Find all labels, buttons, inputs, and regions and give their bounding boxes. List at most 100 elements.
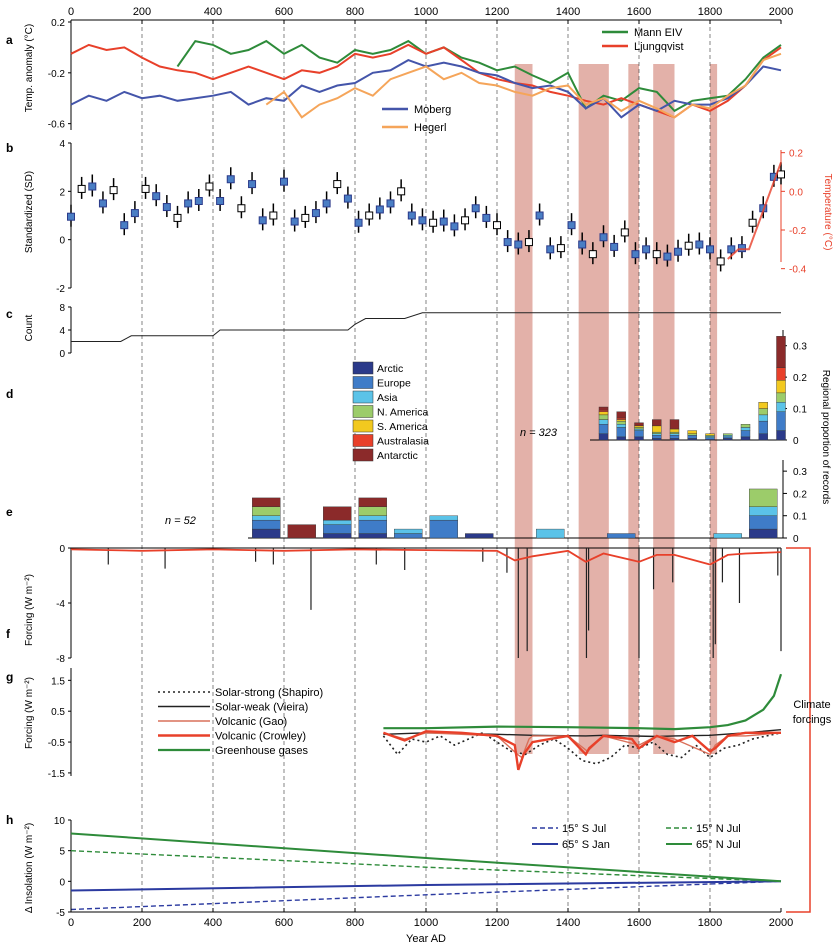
right-tick-label: 0.3 bbox=[793, 467, 807, 478]
data-point bbox=[280, 177, 288, 186]
y-tick-label: 4 bbox=[59, 326, 65, 337]
bar-segment bbox=[616, 419, 626, 422]
top-tick-label: 1600 bbox=[627, 6, 651, 18]
bar-segment bbox=[252, 528, 281, 539]
panel-label-g: g bbox=[6, 670, 13, 684]
series-line bbox=[382, 730, 781, 771]
y-tick-label: 0 bbox=[59, 236, 65, 247]
data-point bbox=[706, 245, 714, 254]
panel-f: 0 -4 -8 bbox=[56, 544, 782, 665]
bar-segment bbox=[323, 519, 352, 525]
panel-c: 8 4 0 bbox=[59, 303, 781, 360]
y-tick-label: -0.2 bbox=[48, 69, 66, 80]
top-tick-label: 1800 bbox=[698, 6, 722, 18]
data-point bbox=[184, 199, 193, 208]
data-point bbox=[162, 203, 171, 212]
bar-segment bbox=[758, 420, 768, 434]
data-point bbox=[258, 216, 267, 225]
bar-segment bbox=[358, 519, 387, 534]
right-tick-label: 0.3 bbox=[793, 342, 807, 353]
legend-swatch bbox=[352, 376, 374, 389]
y-tick-label: 4 bbox=[59, 139, 65, 150]
data-point bbox=[599, 233, 608, 242]
data-point bbox=[109, 186, 118, 195]
bar-segment bbox=[652, 419, 662, 427]
bar-segment bbox=[616, 420, 626, 425]
legend-swatch bbox=[352, 434, 374, 447]
bar-segment bbox=[758, 402, 768, 409]
legend-label: Mann EIV bbox=[634, 27, 683, 39]
legend-label: Asia bbox=[377, 392, 398, 404]
y-tick-label: 0 bbox=[59, 877, 65, 888]
bar-segment bbox=[723, 438, 733, 441]
panel-a-ylabel: Temp. anomaly (°C) bbox=[24, 24, 35, 112]
bar-segment bbox=[776, 402, 786, 412]
data-point bbox=[588, 250, 597, 259]
top-tick-label: 600 bbox=[275, 6, 293, 18]
data-point bbox=[226, 175, 235, 184]
series-line-hegerl bbox=[265, 52, 782, 119]
data-point bbox=[173, 213, 182, 222]
series-line bbox=[70, 850, 782, 882]
bar-segment bbox=[749, 488, 778, 508]
data-point bbox=[567, 221, 576, 230]
data-point bbox=[535, 211, 544, 220]
series-line bbox=[382, 731, 782, 765]
data-point bbox=[514, 240, 523, 249]
bar-segment bbox=[652, 431, 662, 434]
bottom-tick-label: 600 bbox=[275, 917, 293, 929]
bar-segment bbox=[323, 524, 352, 534]
bar-segment bbox=[740, 427, 751, 431]
bar-segment bbox=[776, 336, 786, 368]
record-count-line bbox=[71, 312, 781, 342]
right-tick-label: 0.0 bbox=[789, 187, 803, 198]
bar-segment bbox=[429, 519, 458, 539]
bar-segment bbox=[394, 528, 423, 534]
top-tick-label: 1400 bbox=[556, 6, 580, 18]
legend-label: Hegerl bbox=[414, 122, 446, 134]
top-x-axis: 0 200 400 600 800 1000 1200 1400 1600 1800 2000 bbox=[68, 6, 793, 24]
bar-segment bbox=[687, 438, 697, 441]
data-point bbox=[98, 199, 107, 208]
data-point bbox=[375, 205, 384, 214]
bottom-tick-label: 1600 bbox=[627, 917, 651, 929]
legend-label: Antarctic bbox=[377, 450, 418, 462]
bar-segment bbox=[740, 430, 751, 438]
bar-segment bbox=[616, 417, 626, 420]
y-tick-label: -4 bbox=[56, 599, 65, 610]
climate-forcings-bracket bbox=[786, 547, 811, 913]
bar-segment bbox=[749, 515, 778, 530]
data-point bbox=[748, 218, 757, 227]
legend-label: Solar-strong (Shapiro) bbox=[215, 687, 323, 699]
data-point bbox=[642, 245, 651, 254]
bar-segment bbox=[634, 425, 644, 428]
y-tick-label: -0.5 bbox=[48, 738, 66, 749]
bottom-tick-label: 2000 bbox=[769, 917, 793, 929]
data-point bbox=[695, 240, 704, 249]
bar-segment bbox=[598, 424, 609, 434]
data-point bbox=[301, 213, 310, 222]
y-tick-label: 2 bbox=[59, 187, 65, 198]
bottom-tick-label: 1200 bbox=[485, 917, 509, 929]
bar-segment bbox=[705, 437, 715, 440]
data-point bbox=[386, 199, 395, 208]
vertical-gridlines bbox=[141, 20, 711, 912]
panel-h: 10 5 0 -5 15° S Jul 65° S Jan 15° N Jul 65° N J… bbox=[54, 816, 782, 919]
data-point bbox=[503, 238, 512, 247]
top-tick-label: 400 bbox=[204, 6, 222, 18]
data-point bbox=[397, 187, 406, 196]
bar-segment bbox=[669, 435, 680, 439]
data-point bbox=[716, 257, 725, 266]
legend-label: Arctic bbox=[377, 363, 403, 375]
panel-label-a: a bbox=[6, 33, 13, 47]
panel-label-e: e bbox=[6, 505, 13, 519]
bar-segment bbox=[358, 533, 387, 539]
bottom-tick-label: 1000 bbox=[414, 917, 438, 929]
data-point bbox=[343, 194, 352, 203]
bar-segment bbox=[287, 524, 316, 539]
y-tick-label: -8 bbox=[56, 654, 65, 665]
bar-segment bbox=[740, 436, 751, 441]
data-point bbox=[152, 192, 161, 201]
data-point bbox=[524, 238, 533, 247]
right-tick-label: 0.1 bbox=[793, 512, 807, 523]
